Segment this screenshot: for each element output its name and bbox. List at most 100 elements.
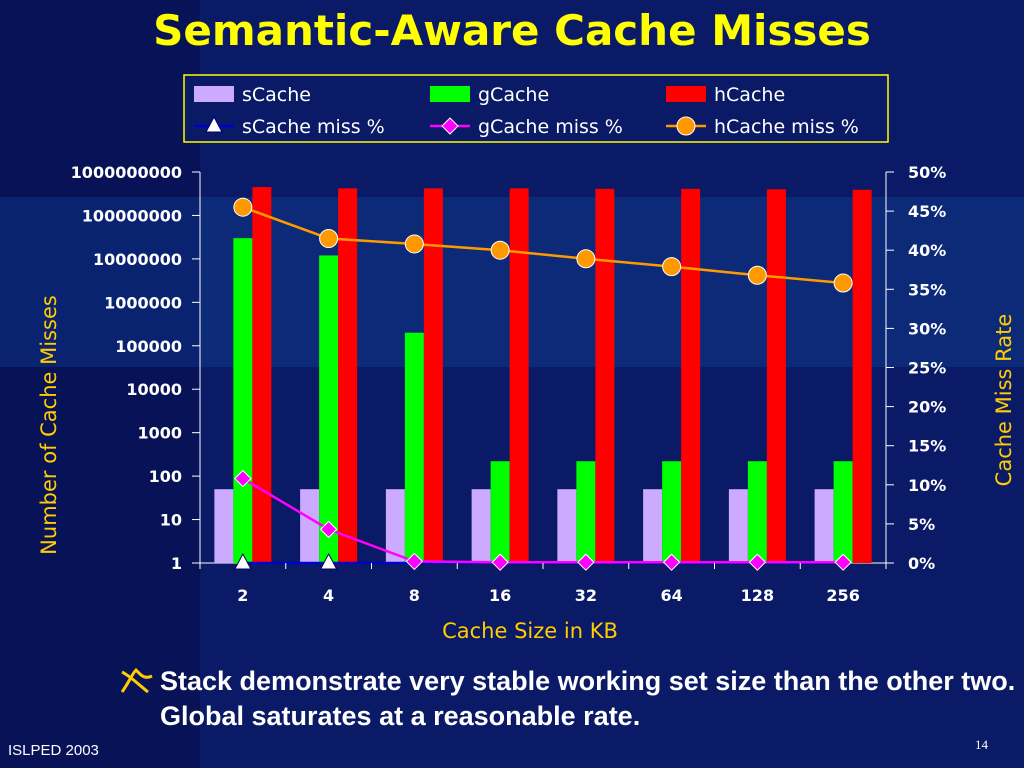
bar-hcache bbox=[252, 187, 272, 564]
point-hcache-miss-rate bbox=[833, 273, 853, 293]
x-axis-ticks: 2 4 8 16 32 64 128 256 bbox=[199, 563, 887, 605]
bar-gcache bbox=[404, 332, 424, 563]
point-scache-miss-rate bbox=[234, 552, 252, 570]
x-tick-label: 8 bbox=[409, 586, 420, 605]
point-gcache-miss-rate bbox=[234, 469, 252, 488]
background-left-panel bbox=[0, 0, 200, 768]
right-tick-label: 5% bbox=[908, 515, 935, 534]
bar-gcache bbox=[233, 238, 253, 563]
x-tick-label: 256 bbox=[826, 586, 859, 605]
bar-scache bbox=[385, 489, 405, 563]
bar-scache bbox=[214, 489, 234, 563]
right-tick-label: 15% bbox=[908, 437, 946, 456]
legend-marker-gcache bbox=[441, 117, 459, 135]
left-tick-label: 1 bbox=[171, 554, 182, 573]
x-tick-label: 4 bbox=[323, 586, 334, 605]
left-tick-label: 100000000 bbox=[82, 206, 182, 225]
right-tick-label: 40% bbox=[908, 241, 946, 260]
point-gcache-miss-rate bbox=[491, 553, 509, 571]
legend-label: gCache miss % bbox=[478, 116, 623, 138]
right-tick-label: 35% bbox=[908, 280, 946, 299]
bar-scache bbox=[643, 489, 663, 563]
x-axis-title: Cache Size in KB bbox=[442, 619, 618, 643]
bar-gcache bbox=[833, 461, 853, 563]
x-tick-label: 64 bbox=[660, 586, 682, 605]
right-tick-label: 20% bbox=[908, 398, 946, 417]
bar-gcache bbox=[576, 461, 596, 563]
bar-hcache bbox=[338, 188, 358, 563]
legend-marker-hcache bbox=[676, 116, 696, 136]
left-tick-label: 1000000000 bbox=[71, 163, 182, 182]
point-hcache-miss-rate bbox=[319, 228, 339, 248]
bar-gcache bbox=[319, 255, 339, 563]
y-axis-title: Number of Cache Misses bbox=[37, 295, 61, 555]
left-tick-label: 100000 bbox=[115, 337, 182, 356]
point-hcache-miss-rate bbox=[576, 249, 596, 269]
legend-swatch-hcache bbox=[666, 86, 706, 102]
page-number: 14 bbox=[975, 737, 988, 752]
point-scache-miss-rate bbox=[319, 552, 338, 570]
bar-hcache bbox=[852, 189, 872, 563]
cache-misses-chart: sCache gCache hCache sCache miss % gCache mi… bbox=[37, 74, 1016, 643]
point-gcache-miss-rate bbox=[748, 553, 767, 571]
left-tick-label: 10000 bbox=[126, 380, 182, 399]
bar-scache bbox=[471, 489, 491, 563]
x-tick-label: 16 bbox=[489, 586, 511, 605]
legend-label: hCache bbox=[714, 84, 785, 106]
bar-hcache bbox=[509, 188, 529, 563]
right-tick-label: 0% bbox=[908, 554, 935, 573]
left-axis-ticks: 1000000000 100000000 10000000 1000000 100000… bbox=[71, 163, 200, 573]
legend-marker-scache bbox=[205, 115, 223, 133]
point-hcache-miss-rate bbox=[233, 197, 253, 217]
point-hcache-miss-rate bbox=[490, 240, 510, 260]
bar-hcache bbox=[595, 188, 615, 563]
legend-swatch-gcache bbox=[430, 86, 470, 102]
line-hcache-miss-rate bbox=[242, 206, 844, 285]
right-axis-ticks: 50% 45% 40% 35% 30% 25% 20% 15% 10% 5% 0% bbox=[886, 163, 946, 573]
left-tick-label: 1000 bbox=[137, 424, 182, 443]
point-hcache-miss-rate bbox=[404, 234, 424, 254]
bar-gcache bbox=[662, 461, 682, 563]
point-hcache-miss-rate bbox=[662, 257, 682, 277]
bar-scache bbox=[557, 489, 577, 563]
bar-scache bbox=[728, 489, 748, 563]
point-gcache-miss-rate bbox=[834, 553, 852, 571]
bar-hcache bbox=[681, 188, 701, 563]
left-tick-label: 10 bbox=[160, 511, 182, 530]
point-gcache-miss-rate bbox=[577, 553, 595, 571]
footer-conference: ISLPED 2003 bbox=[8, 742, 99, 759]
point-gcache-miss-rate bbox=[662, 553, 681, 571]
right-tick-label: 10% bbox=[908, 476, 946, 495]
left-tick-label: 10000000 bbox=[93, 250, 182, 269]
bar-gcache bbox=[490, 461, 510, 563]
legend-label: hCache miss % bbox=[714, 116, 859, 138]
bullet-text: Stack demonstrate very stable working se… bbox=[160, 666, 1016, 731]
legend-box bbox=[183, 74, 889, 143]
right-tick-label: 50% bbox=[908, 163, 946, 182]
left-tick-label: 1000000 bbox=[104, 293, 182, 312]
chart-bars bbox=[214, 187, 872, 564]
bar-hcache bbox=[766, 189, 786, 564]
legend-label: sCache miss % bbox=[242, 116, 385, 138]
y2-axis-title: Cache Miss Rate bbox=[992, 314, 1016, 487]
right-tick-label: 25% bbox=[908, 359, 946, 378]
x-tick-label: 32 bbox=[575, 586, 597, 605]
line-gcache-miss-rate bbox=[242, 477, 844, 564]
bar-scache bbox=[814, 489, 834, 563]
left-tick-label: 100 bbox=[149, 467, 182, 486]
right-tick-label: 30% bbox=[908, 319, 946, 338]
legend-swatch-scache bbox=[194, 86, 234, 102]
bar-scache bbox=[300, 489, 320, 563]
chart-legend: sCache gCache hCache sCache miss % gCache mi… bbox=[194, 84, 859, 138]
point-gcache-miss-rate bbox=[319, 520, 338, 539]
slide-title: Semantic-Aware Cache Misses bbox=[153, 6, 871, 55]
chart-lines bbox=[233, 197, 853, 571]
ribbon-bullet-icon bbox=[120, 667, 153, 694]
point-gcache-miss-rate bbox=[405, 552, 424, 571]
legend-label: gCache bbox=[478, 84, 549, 106]
right-tick-label: 45% bbox=[908, 202, 946, 221]
bar-hcache bbox=[423, 188, 443, 563]
point-hcache-miss-rate bbox=[747, 265, 767, 285]
bullet-point: Stack demonstrate very stable working se… bbox=[120, 664, 1017, 734]
x-tick-label: 2 bbox=[237, 586, 248, 605]
